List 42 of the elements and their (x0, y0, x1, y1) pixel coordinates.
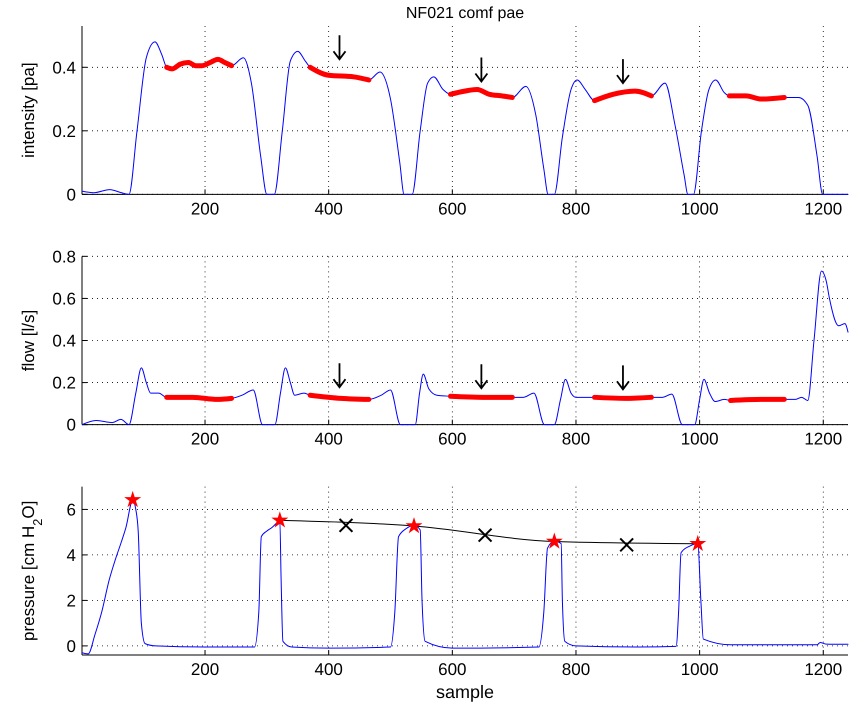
y-tick-label: 0 (66, 416, 76, 435)
y-tick-label: 0.2 (52, 122, 76, 141)
x-tick-label: 600 (438, 199, 467, 218)
x-tick-label: 600 (438, 430, 467, 449)
point (406, 518, 422, 532)
y-tick-label: 0.4 (52, 58, 76, 78)
x-axis-title: sample (436, 682, 494, 702)
point (478, 528, 493, 543)
x-tick-label: 1200 (804, 660, 842, 679)
y-tick-label: 0.4 (52, 332, 76, 350)
x-tick-label: 200 (190, 199, 220, 218)
x-tick-label: 1200 (804, 430, 842, 449)
x-tick-label: 800 (562, 199, 590, 218)
y-tick-label: 0 (66, 185, 76, 204)
x-tick-label: 1000 (680, 199, 719, 218)
point (546, 534, 562, 548)
y-tick-label: 2 (66, 591, 76, 610)
y-axis-title: intensity [pa] (19, 62, 38, 158)
point (619, 537, 634, 552)
y-tick-label: 0.2 (52, 374, 76, 393)
y-tick-label: 6 (66, 500, 76, 520)
y-tick-label: 4 (66, 546, 76, 565)
x-tick-label: 400 (314, 430, 343, 449)
point (125, 492, 140, 506)
x-tick-label: 800 (562, 430, 590, 449)
y-tick-label: 0 (66, 636, 76, 656)
x-tick-label: 800 (562, 660, 590, 679)
x-tick-label: 400 (314, 199, 343, 218)
x-tick-label: 200 (190, 660, 220, 679)
y-tick-label: 0.6 (52, 289, 76, 308)
x-tick-label: 1000 (680, 430, 719, 449)
y-tick-label: 0.8 (52, 247, 76, 266)
y-axis-title: flow [l/s] (19, 310, 38, 372)
x-tick-label: 1200 (804, 199, 842, 218)
point (338, 518, 354, 533)
x-tick-label: 600 (438, 660, 467, 679)
point (690, 536, 706, 550)
x-tick-label: 400 (314, 660, 343, 679)
chart-title: NF021 comf pae (406, 5, 524, 22)
x-tick-label: 200 (190, 430, 220, 449)
point (272, 512, 288, 527)
x-tick-label: 1000 (680, 660, 719, 679)
